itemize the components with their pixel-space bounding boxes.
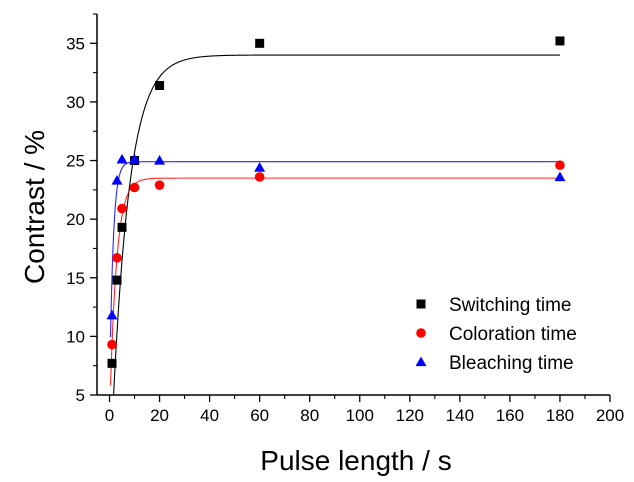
y-tick-label: 20 [66, 210, 85, 229]
data-point-bleaching-time [116, 153, 128, 164]
data-point-coloration-time [107, 339, 117, 350]
x-tick-label: 200 [596, 406, 624, 425]
data-point-coloration-time [129, 182, 140, 193]
data-point-coloration-time [555, 160, 565, 171]
data-point-bleaching-time [554, 171, 566, 182]
data-point-switching-time [155, 81, 165, 91]
data-point-bleaching-time [111, 174, 123, 185]
y-tick-label: 15 [66, 269, 85, 288]
legend-marker-switching-time [416, 299, 426, 309]
x-tick-label: 40 [200, 406, 219, 425]
x-tick-label: 100 [346, 406, 374, 425]
y-axis-title: Contrast / % [19, 130, 50, 284]
data-point-coloration-time [254, 172, 265, 182]
y-tick-label: 5 [76, 386, 85, 405]
data-point-coloration-time [112, 253, 122, 263]
data-point-coloration-time [117, 203, 127, 214]
data-points [106, 36, 566, 368]
data-point-switching-time [112, 275, 122, 285]
legend-marker-bleaching-time [415, 356, 427, 367]
y-tick-label: 10 [66, 327, 85, 346]
legend-label-switching-time: Switching time [449, 295, 572, 316]
legend-label-bleaching-time: Bleaching time [449, 353, 574, 374]
data-point-coloration-time [154, 180, 165, 190]
y-tick-label: 35 [66, 34, 85, 53]
legend: Switching time Coloration time Bleaching t… [415, 295, 577, 374]
x-tick-label: 0 [105, 406, 114, 425]
data-point-bleaching-time [154, 155, 166, 165]
data-point-bleaching-time [106, 309, 118, 320]
data-point-bleaching-time [254, 162, 266, 172]
axes [90, 13, 611, 402]
data-point-switching-time [555, 36, 565, 46]
legend-label-coloration-time: Coloration time [449, 324, 577, 345]
x-tick-label: 80 [300, 406, 319, 425]
x-tick-label: 20 [150, 406, 169, 425]
fit-curve-switching-time [113, 54, 560, 395]
fit-curves [109, 54, 560, 395]
x-axis-title: Pulse length / s [260, 445, 451, 476]
x-tick-label: 180 [546, 406, 574, 425]
x-tick-label: 120 [396, 406, 424, 425]
y-tick-label: 30 [66, 93, 85, 112]
data-point-switching-time [107, 358, 117, 368]
x-tick-label: 160 [496, 406, 524, 425]
tick-labels: 0 20 40 60 80 100 120 140 160 180 200 5 10 15 20 25 30 35 [66, 34, 624, 425]
x-tick-label: 140 [446, 406, 474, 425]
legend-marker-coloration-time [416, 328, 426, 338]
data-point-switching-time [255, 38, 265, 48]
x-tick-label: 60 [250, 406, 269, 425]
y-tick-label: 25 [66, 152, 85, 171]
data-point-bleaching-time [129, 153, 141, 164]
data-point-switching-time [117, 222, 127, 232]
